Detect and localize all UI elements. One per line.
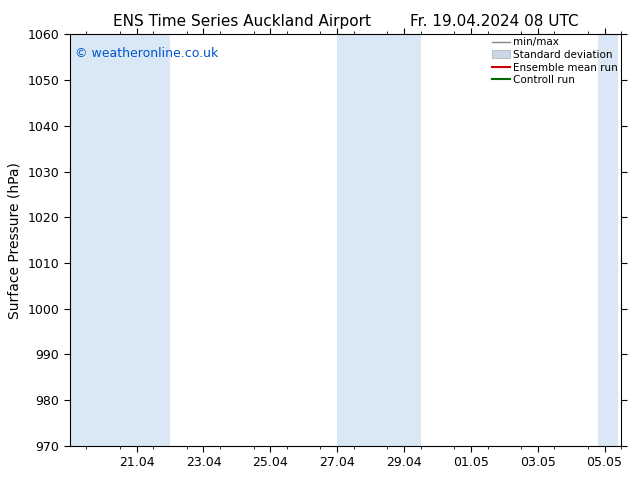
Bar [337, 34, 421, 446]
Bar [70, 34, 170, 446]
Legend: min/max, Standard deviation, Ensemble mean run, Controll run: min/max, Standard deviation, Ensemble me… [489, 35, 620, 87]
Title: ENS Time Series Auckland Airport        Fr. 19.04.2024 08 UTC: ENS Time Series Auckland Airport Fr. 19.… [113, 14, 578, 29]
Bar [598, 34, 618, 446]
Y-axis label: Surface Pressure (hPa): Surface Pressure (hPa) [8, 162, 22, 318]
Text: © weatheronline.co.uk: © weatheronline.co.uk [75, 47, 219, 60]
